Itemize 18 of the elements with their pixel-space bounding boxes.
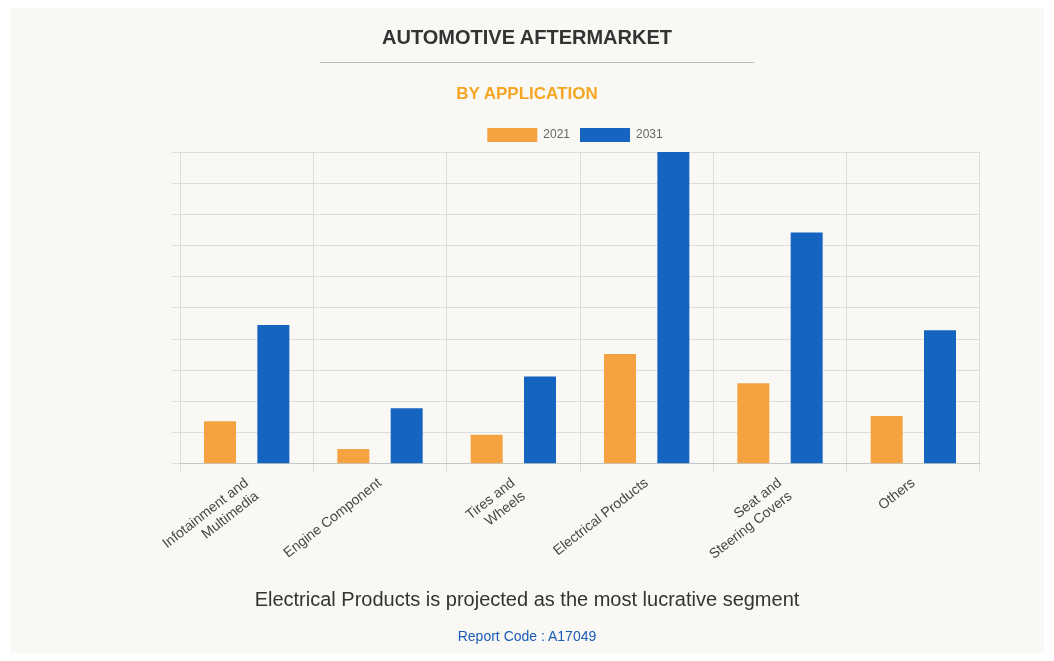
text: Electrical Products is projected as the most lucrative segment: [253, 588, 801, 611]
bar: [924, 330, 956, 464]
legend-label: 2031: [636, 127, 664, 142]
chart-subtitle: BY APPLICATION: [455, 84, 599, 104]
bar: [657, 152, 690, 464]
legend-label: 2021: [543, 127, 571, 142]
text: Report Code : A17049: [456, 628, 598, 644]
bar: [337, 449, 370, 464]
chart-title: AUTOMOTIVE AFTERMARKET: [381, 26, 673, 49]
bar: [390, 408, 423, 464]
bar: [790, 232, 823, 464]
bar: [470, 434, 503, 464]
bar: [737, 383, 770, 464]
bar: [524, 376, 557, 464]
bar: [870, 416, 903, 464]
bar: [204, 421, 237, 464]
bar: [604, 354, 637, 464]
bar: [257, 325, 290, 464]
